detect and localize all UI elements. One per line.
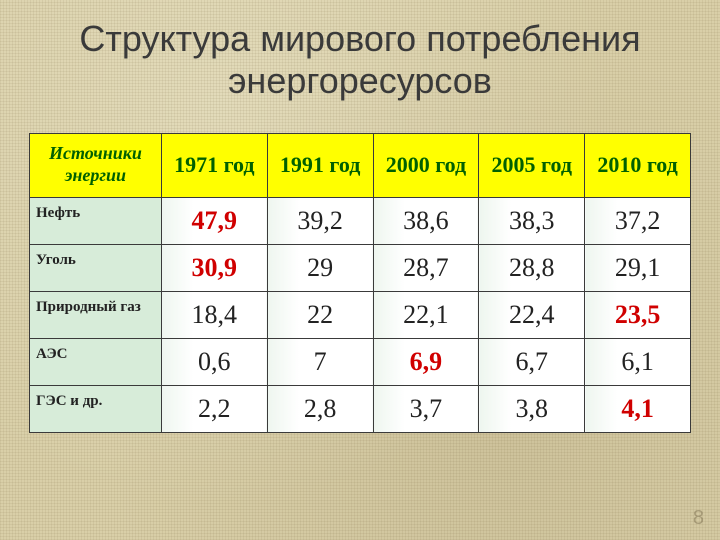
slide-title: Структура мирового потребления энергорес…	[28, 18, 692, 103]
cell: 28,7	[373, 244, 479, 291]
table-body: Нефть47,939,238,638,337,2Уголь30,92928,7…	[30, 197, 691, 432]
col-1: 1991 год	[267, 133, 373, 197]
cell: 4,1	[585, 385, 691, 432]
table-row: Природный газ18,42222,122,423,5	[30, 291, 691, 338]
cell: 30,9	[161, 244, 267, 291]
col-4: 2010 год	[585, 133, 691, 197]
cell: 22,1	[373, 291, 479, 338]
cell: 29,1	[585, 244, 691, 291]
row-label: АЭС	[30, 338, 162, 385]
col-2: 2000 год	[373, 133, 479, 197]
row-label: ГЭС и др.	[30, 385, 162, 432]
cell: 47,9	[161, 197, 267, 244]
cell: 0,6	[161, 338, 267, 385]
cell: 6,1	[585, 338, 691, 385]
cell: 23,5	[585, 291, 691, 338]
table-row: ГЭС и др.2,22,83,73,84,1	[30, 385, 691, 432]
row-label: Уголь	[30, 244, 162, 291]
cell: 6,9	[373, 338, 479, 385]
page-number: 8	[693, 507, 704, 530]
header-label: Источники энергии	[30, 133, 162, 197]
energy-table: Источники энергии 1971 год 1991 год 2000…	[29, 133, 691, 433]
table-row: Уголь30,92928,728,829,1	[30, 244, 691, 291]
cell: 39,2	[267, 197, 373, 244]
cell: 28,8	[479, 244, 585, 291]
cell: 3,7	[373, 385, 479, 432]
cell: 2,2	[161, 385, 267, 432]
cell: 37,2	[585, 197, 691, 244]
table-header-row: Источники энергии 1971 год 1991 год 2000…	[30, 133, 691, 197]
table-row: АЭС0,676,96,76,1	[30, 338, 691, 385]
cell: 22,4	[479, 291, 585, 338]
col-3: 2005 год	[479, 133, 585, 197]
cell: 2,8	[267, 385, 373, 432]
cell: 38,3	[479, 197, 585, 244]
table-row: Нефть47,939,238,638,337,2	[30, 197, 691, 244]
slide: Структура мирового потребления энергорес…	[0, 0, 720, 540]
cell: 22	[267, 291, 373, 338]
cell: 3,8	[479, 385, 585, 432]
col-0: 1971 год	[161, 133, 267, 197]
cell: 6,7	[479, 338, 585, 385]
cell: 18,4	[161, 291, 267, 338]
row-label: Природный газ	[30, 291, 162, 338]
row-label: Нефть	[30, 197, 162, 244]
cell: 7	[267, 338, 373, 385]
cell: 38,6	[373, 197, 479, 244]
cell: 29	[267, 244, 373, 291]
